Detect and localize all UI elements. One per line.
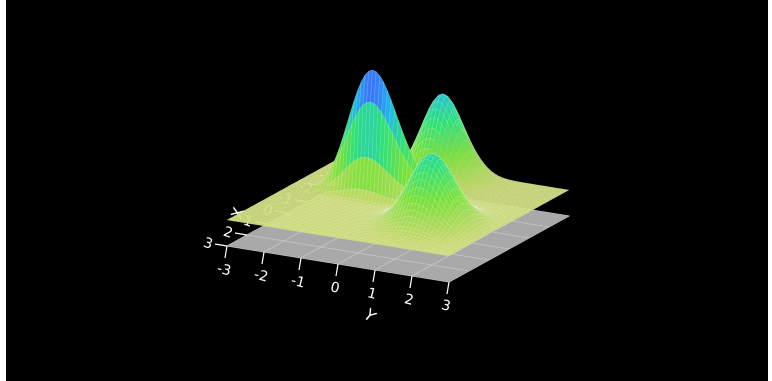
- y-tick-mark: [261, 251, 265, 265]
- x-tick-mark: [214, 243, 228, 247]
- y-tick-mark: [409, 275, 413, 289]
- y-tick-mark: [446, 281, 450, 295]
- y-tick-label: -3: [215, 261, 232, 280]
- x-tick-label: 3: [201, 235, 214, 253]
- y-tick-mark: [298, 257, 302, 271]
- y-tick-mark: [224, 245, 228, 259]
- y-axis-label: Y: [359, 304, 380, 326]
- y-tick-label: 0: [329, 279, 342, 297]
- floor-grid-line: [448, 215, 570, 283]
- y-tick-label: 1: [366, 285, 379, 303]
- y-tick-label: -2: [252, 267, 269, 286]
- y-tick-label: -1: [289, 273, 306, 292]
- x-tick-label: 2: [221, 224, 234, 242]
- surface-mesh: [226, 69, 570, 257]
- y-tick-label: 2: [403, 291, 416, 309]
- y-tick-label: 3: [440, 297, 453, 315]
- y-tick-mark: [335, 263, 339, 277]
- x-tick-mark: [234, 232, 248, 236]
- y-tick-mark: [372, 269, 376, 283]
